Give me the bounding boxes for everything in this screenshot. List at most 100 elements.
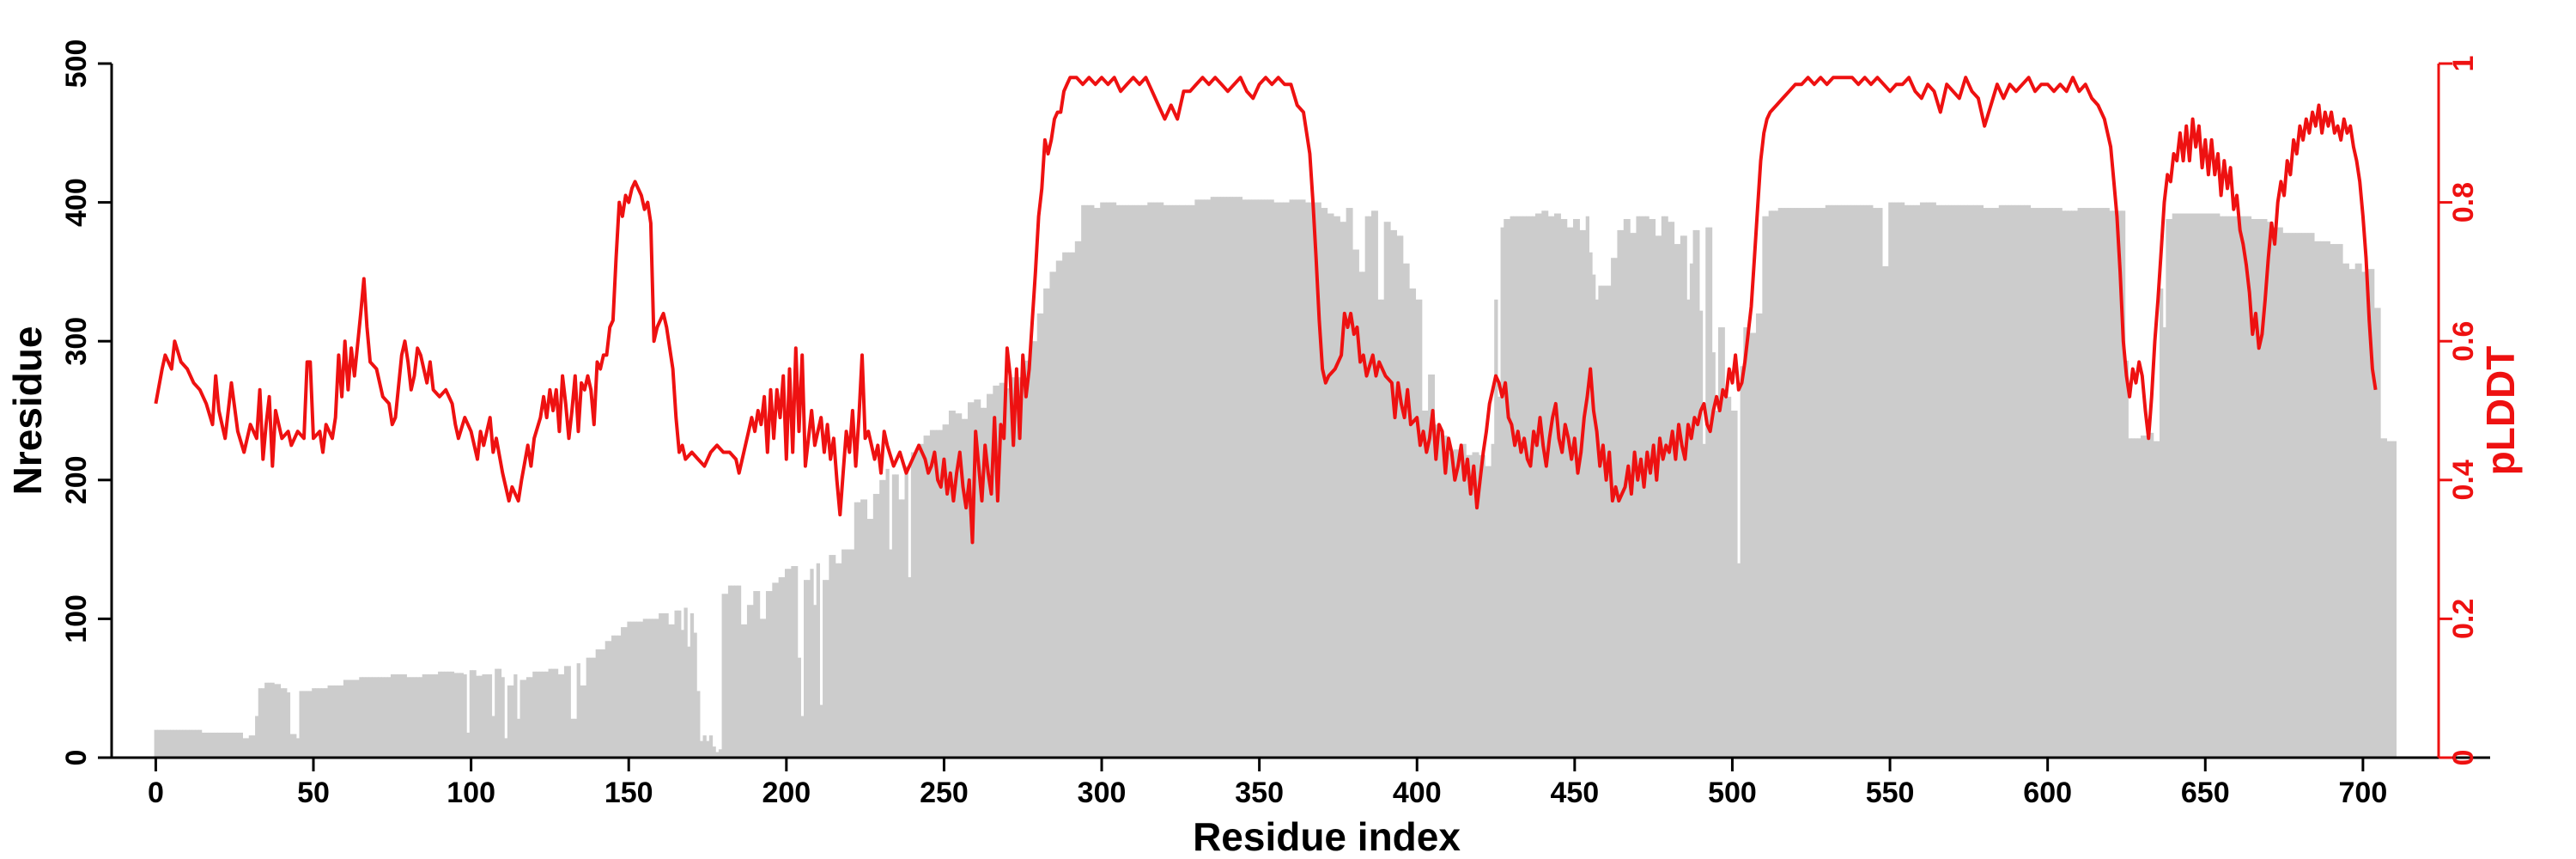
nresidue-bar bbox=[2102, 208, 2107, 758]
nresidue-bar bbox=[2311, 233, 2315, 758]
nresidue-bar bbox=[361, 677, 367, 758]
nresidue-bar bbox=[1157, 202, 1161, 758]
nresidue-bar bbox=[551, 668, 556, 758]
nresidue-bar bbox=[457, 673, 461, 758]
nresidue-bar bbox=[1566, 227, 1571, 758]
nresidue-bar bbox=[1736, 563, 1741, 758]
nresidue-bar bbox=[331, 685, 335, 758]
nresidue-bar bbox=[463, 674, 467, 758]
nresidue-bar bbox=[2354, 263, 2359, 758]
nresidue-bar bbox=[510, 685, 514, 758]
nresidue-bar bbox=[2373, 308, 2378, 758]
nresidue-bar bbox=[1213, 197, 1218, 758]
nresidue-bar bbox=[2348, 269, 2353, 758]
nresidue-bar bbox=[1977, 204, 1981, 758]
nresidue-bar bbox=[772, 582, 776, 758]
nresidue-bar bbox=[1421, 411, 1426, 758]
nresidue-bar bbox=[734, 585, 738, 758]
nresidue-bar bbox=[1560, 218, 1564, 758]
nresidue-bar bbox=[2203, 213, 2208, 758]
nresidue-bar bbox=[917, 443, 921, 758]
nresidue-bar bbox=[1668, 222, 1672, 758]
nresidue-bar bbox=[1355, 249, 1359, 758]
nresidue-bar bbox=[2377, 308, 2381, 758]
nresidue-bar bbox=[910, 452, 915, 758]
x-tick-label: 650 bbox=[2181, 777, 2230, 809]
nresidue-bar bbox=[731, 585, 735, 758]
nresidue-bar bbox=[2045, 208, 2050, 758]
nresidue-bar bbox=[677, 610, 682, 758]
nresidue-bar bbox=[1954, 204, 1959, 758]
nresidue-bar bbox=[1198, 199, 1202, 758]
nresidue-bar bbox=[623, 627, 628, 758]
nresidue-bar bbox=[2275, 227, 2281, 758]
nresidue-bar bbox=[1759, 313, 1763, 758]
nresidue-bar bbox=[784, 569, 789, 758]
nresidue-bar bbox=[1686, 299, 1691, 758]
nresidue-bar bbox=[1872, 208, 1877, 758]
nresidue-bar bbox=[1866, 204, 1870, 758]
nresidue-bar bbox=[1595, 299, 1599, 758]
nresidue-bar bbox=[1853, 204, 1858, 758]
nresidue-bar bbox=[889, 549, 893, 758]
nresidue-bar bbox=[1689, 263, 1694, 758]
nresidue-bar bbox=[1777, 208, 1782, 758]
y-tick-label: 400 bbox=[60, 178, 93, 227]
nresidue-bar bbox=[274, 684, 278, 758]
nresidue-bar bbox=[359, 677, 363, 758]
nresidue-bar bbox=[2002, 204, 2006, 758]
nresidue-bar bbox=[2330, 244, 2334, 758]
nresidue-bar bbox=[233, 732, 237, 758]
nresidue-bar bbox=[1179, 204, 1183, 758]
nresidue-bar bbox=[406, 677, 410, 758]
nresidue-bar bbox=[996, 385, 1000, 758]
nresidue-bar bbox=[933, 430, 937, 758]
nresidue-bar bbox=[1832, 204, 1836, 758]
nresidue-bar bbox=[570, 718, 574, 758]
nresidue-bar bbox=[1018, 377, 1022, 758]
nresidue-bar bbox=[1787, 208, 1791, 758]
nresidue-bar bbox=[1983, 208, 1987, 758]
nresidue-bar bbox=[2371, 269, 2375, 758]
nresidue-bar bbox=[1680, 235, 1685, 758]
nresidue-bar bbox=[1611, 258, 1615, 758]
nresidue-bar bbox=[1986, 208, 1990, 758]
nresidue-bar bbox=[173, 729, 177, 758]
nresidue-bar bbox=[1696, 229, 1700, 758]
nresidue-bar bbox=[1084, 204, 1089, 758]
nresidue-bar bbox=[2219, 216, 2224, 758]
nresidue-bar bbox=[1998, 204, 2003, 758]
nresidue-bar bbox=[378, 677, 382, 758]
nresidue-bar bbox=[848, 549, 852, 758]
nresidue-bar bbox=[246, 738, 250, 758]
nresidue-bar bbox=[914, 452, 918, 758]
nresidue-bar bbox=[1207, 199, 1212, 758]
nresidue-bar bbox=[1106, 202, 1110, 758]
nresidue-bar bbox=[1935, 204, 1940, 758]
nresidue-bar bbox=[1100, 202, 1104, 758]
nresidue-bar bbox=[444, 671, 448, 758]
nresidue-bar bbox=[2052, 208, 2057, 758]
nresidue-bar bbox=[769, 591, 773, 758]
nresidue-bar bbox=[854, 502, 859, 758]
nresidue-bar bbox=[1415, 299, 1419, 758]
nresidue-bar bbox=[1012, 377, 1016, 758]
nresidue-bar bbox=[1964, 204, 1968, 758]
nresidue-bar bbox=[501, 677, 505, 758]
nresidue-bar bbox=[2184, 213, 2189, 758]
nresidue-bar bbox=[1992, 208, 1996, 758]
nresidue-bar bbox=[431, 674, 435, 758]
nresidue-bar bbox=[1289, 199, 1293, 758]
y2-tick-label: 0.6 bbox=[2447, 321, 2480, 362]
nresidue-bar bbox=[227, 732, 231, 758]
nresidue-bar bbox=[1242, 199, 1246, 758]
nresidue-bar bbox=[1336, 216, 1340, 758]
nresidue-bar bbox=[554, 668, 559, 758]
nresidue-bar bbox=[197, 729, 203, 758]
nresidue-bar bbox=[1194, 199, 1199, 758]
nresidue-bar bbox=[993, 385, 997, 758]
nresidue-bar bbox=[1967, 204, 1971, 758]
nresidue-bar bbox=[1528, 216, 1533, 758]
nresidue-bar bbox=[1472, 452, 1476, 758]
nresidue-bar bbox=[879, 479, 884, 758]
